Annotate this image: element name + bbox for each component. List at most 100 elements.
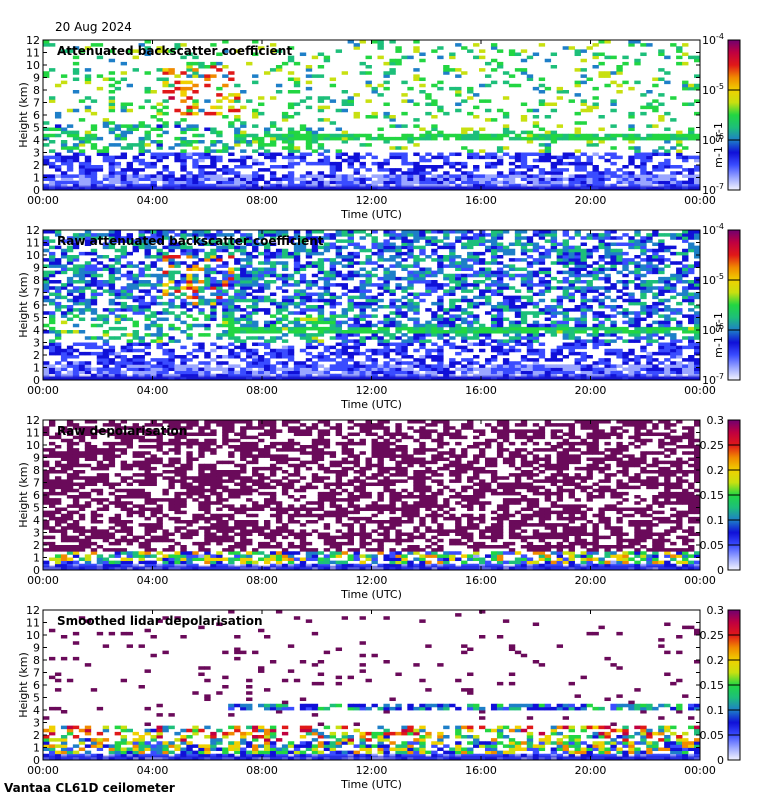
- heatmap-cell: [48, 133, 56, 138]
- heatmap-cell: [263, 367, 271, 372]
- heatmap-cell: [72, 68, 80, 72]
- heatmap-cell: [371, 358, 378, 362]
- heatmap-cell: [676, 171, 683, 175]
- heatmap-cell: [479, 330, 486, 334]
- heatmap-cell: [646, 355, 653, 359]
- heatmap-cell: [413, 264, 420, 268]
- heatmap-cell: [449, 258, 456, 262]
- heatmap-cell: [90, 133, 98, 138]
- heatmap-cell: [299, 326, 307, 331]
- heatmap-cell: [252, 336, 259, 340]
- heatmap-cell: [610, 155, 617, 160]
- heatmap-cell: [347, 273, 354, 278]
- heatmap-cell: [658, 183, 665, 188]
- heatmap-cell: [78, 180, 86, 185]
- heatmap-cell: [610, 323, 617, 328]
- heatmap-cell: [520, 152, 528, 157]
- heatmap-cell: [323, 55, 331, 60]
- heatmap-cell: [508, 74, 516, 78]
- heatmap-cell: [204, 270, 211, 275]
- heatmap-cell: [514, 267, 522, 272]
- heatmap-cell: [246, 133, 253, 138]
- heatmap-cell: [556, 320, 564, 325]
- heatmap-cell: [240, 105, 247, 110]
- heatmap-cell: [43, 258, 50, 262]
- heatmap-cell: [299, 133, 307, 138]
- heatmap-cell: [455, 330, 462, 334]
- heatmap-cell: [353, 295, 360, 300]
- heatmap-cell: [72, 273, 80, 278]
- heatmap-cell: [317, 364, 325, 368]
- heatmap-cell: [317, 161, 325, 166]
- heatmap-cell: [443, 68, 450, 72]
- heatmap-cell: [174, 364, 181, 368]
- heatmap-cell: [66, 373, 74, 378]
- heatmap-cell: [269, 326, 277, 331]
- heatmap-cell: [144, 345, 151, 350]
- heatmap-cell: [72, 264, 80, 268]
- heatmap-cell: [634, 361, 641, 365]
- heatmap-cell: [461, 308, 468, 312]
- heatmap-cell: [84, 361, 92, 365]
- heatmap-cell: [544, 326, 552, 331]
- heatmap-cell: [43, 286, 50, 290]
- heatmap-cell: [228, 295, 235, 300]
- heatmap-cell: [246, 236, 253, 240]
- heatmap-cell: [150, 273, 157, 278]
- heatmap-cell: [383, 276, 390, 281]
- heatmap-cell: [514, 230, 522, 234]
- heatmap-cell: [335, 314, 343, 318]
- heatmap-cell: [514, 174, 522, 178]
- heatmap-cell: [228, 305, 235, 309]
- heatmap-cell: [192, 261, 199, 265]
- heatmap-cell: [437, 333, 444, 337]
- heatmap-cell: [377, 93, 384, 97]
- heatmap-cell: [102, 289, 110, 293]
- heatmap-cell: [43, 330, 50, 334]
- heatmap-cell: [532, 333, 540, 337]
- heatmap-cell: [96, 183, 104, 188]
- heatmap-cell: [586, 286, 593, 290]
- heatmap-cell: [484, 311, 492, 315]
- heatmap-cell: [431, 317, 438, 322]
- heatmap-cell: [365, 283, 372, 287]
- heatmap-cell: [473, 305, 480, 309]
- heatmap-cell: [532, 323, 540, 328]
- heatmap-cell: [263, 183, 271, 188]
- heatmap-cell: [598, 301, 605, 306]
- heatmap-cells: [43, 230, 701, 381]
- heatmap-cell: [323, 326, 331, 331]
- heatmap-cell: [604, 348, 611, 353]
- heatmap-cell: [299, 370, 307, 375]
- heatmap-cell: [377, 298, 384, 303]
- heatmap-cell: [54, 111, 62, 116]
- heatmap-cell: [467, 311, 474, 315]
- heatmap-cell: [132, 273, 139, 278]
- heatmap-cell: [377, 367, 384, 372]
- heatmap-cell: [574, 323, 581, 328]
- heatmap-cell: [108, 326, 116, 331]
- heatmap-cell: [120, 345, 128, 350]
- heatmap-cell: [132, 298, 139, 303]
- heatmap-cell: [234, 305, 241, 309]
- heatmap-cell: [634, 314, 641, 318]
- heatmap-cell: [461, 333, 468, 337]
- heatmap-cell: [72, 46, 80, 50]
- heatmap-cell: [502, 177, 510, 182]
- heatmap-cell: [299, 361, 307, 365]
- heatmap-cell: [467, 336, 474, 340]
- heatmap-cell: [365, 314, 372, 318]
- heatmap-cell: [598, 311, 605, 315]
- heatmap-cell: [425, 280, 432, 284]
- heatmap-cell: [538, 183, 546, 188]
- heatmap-cell: [138, 273, 145, 278]
- heatmap-cell: [622, 298, 629, 303]
- heatmap-cell: [162, 370, 169, 375]
- heatmap-cell: [168, 261, 175, 265]
- heatmap-cell: [508, 276, 516, 281]
- heatmap-cell: [640, 286, 647, 290]
- heatmap-cell: [526, 133, 534, 138]
- heatmap-cell: [395, 370, 402, 375]
- heatmap-cell: [490, 292, 498, 297]
- heatmap-cell: [156, 124, 163, 128]
